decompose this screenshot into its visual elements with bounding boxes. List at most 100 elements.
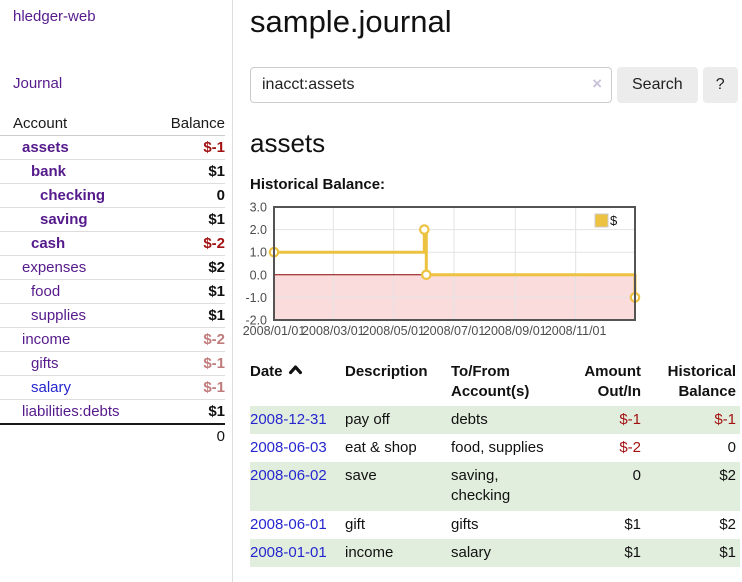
page-title: sample.journal (250, 4, 452, 39)
account-link[interactable]: bank (31, 163, 67, 180)
account-row: saving $1 (0, 208, 225, 232)
account-row: bank $1 (0, 160, 225, 184)
accounts-total-row: 0 (0, 424, 225, 448)
account-row: liabilities:debts $1 (0, 400, 225, 425)
account-link[interactable]: income (22, 331, 71, 348)
account-balance: $-1 (203, 355, 225, 372)
sidebar: hledger-web Journal Account Balance asse… (0, 0, 233, 582)
search-bar: × Search ? (250, 67, 742, 103)
transaction-description: gift (345, 515, 366, 533)
sidebar-item-journal[interactable]: Journal (13, 75, 63, 92)
register-row: 2008-06-01 gift gifts $1 $2 (250, 511, 740, 539)
x-axis-label: 2008/03/01 (302, 324, 365, 338)
legend-label: $ (610, 213, 618, 228)
transaction-date-link[interactable]: 2008-01-01 (250, 543, 327, 561)
amount-column-header: Amount Out/In (584, 363, 641, 401)
account-link[interactable]: assets (22, 139, 69, 156)
transaction-description: save (345, 467, 377, 484)
y-axis-label: 3.0 (250, 202, 267, 215)
brand-link[interactable]: hledger-web (13, 8, 96, 25)
transaction-accounts: debts (451, 410, 488, 428)
historical-balance-chart[interactable]: $3.0 2.0 1.0 0.0 -1.0 -2.0 2008/01/01 2008/03/0… (240, 202, 742, 343)
account-balance: $1 (208, 211, 225, 228)
chart-heading: Historical Balance: (250, 176, 386, 193)
account-column-header: Account (13, 115, 68, 132)
description-column-header: Description (345, 363, 428, 380)
account-link[interactable]: expenses (22, 259, 87, 276)
register-row: 2008-01-01 income salary $1 $1 (250, 538, 740, 567)
account-link[interactable]: checking (40, 187, 106, 204)
x-axis-label: 2008/01/01 (243, 324, 306, 338)
account-heading: assets (250, 128, 326, 158)
y-axis-label: -2.0 (245, 314, 267, 328)
transaction-accounts: salary (451, 543, 492, 561)
clear-search-icon[interactable]: × (592, 74, 602, 93)
transaction-historical-balance: $1 (719, 543, 736, 561)
register-header-row: Date Description To/From Account(s) Amou… (250, 359, 740, 406)
account-row: income $-2 (0, 328, 225, 352)
account-link[interactable]: gifts (31, 355, 59, 372)
y-axis-label: -1.0 (245, 291, 267, 305)
account-row: salary $-1 (0, 376, 225, 400)
main-content: sample.journal × Search ? assets Histori… (243, 0, 742, 567)
account-balance: $2 (208, 259, 225, 276)
x-axis-label: 2008/07/01 (423, 324, 486, 338)
transaction-amount: 0 (632, 467, 641, 484)
account-link[interactable]: salary (31, 379, 72, 396)
account-link[interactable]: saving (40, 211, 88, 228)
transaction-date-link[interactable]: 2008-06-03 (250, 438, 327, 456)
y-axis-label: 1.0 (250, 246, 267, 260)
account-row: cash $-2 (0, 232, 225, 256)
account-link[interactable]: liabilities:debts (22, 403, 120, 420)
account-row: expenses $2 (0, 256, 225, 280)
data-point-marker (421, 269, 432, 281)
x-axis-label: 2008/09/01 (484, 324, 547, 338)
account-balance: $-1 (203, 139, 225, 156)
register-row: 2008-06-03 eat & shop food, supplies $-2 0 (250, 434, 740, 462)
account-row: checking 0 (0, 184, 225, 208)
transaction-description: income (345, 543, 394, 561)
transaction-date-link[interactable]: 2008-12-31 (250, 410, 327, 428)
account-link[interactable]: food (31, 283, 61, 300)
transaction-historical-balance: $2 (719, 515, 736, 533)
transaction-historical-balance: $2 (719, 467, 736, 484)
transaction-date-link[interactable]: 2008-06-02 (250, 467, 327, 484)
transaction-description: pay off (345, 410, 390, 428)
search-button[interactable]: Search (617, 67, 698, 103)
account-balance: $1 (208, 403, 225, 420)
accounts-total-balance: 0 (216, 428, 225, 445)
account-balance: $1 (208, 283, 225, 300)
data-point-marker (419, 224, 430, 235)
accounts-table: Account Balance assets $-1 bank $1 checking 0… (0, 112, 225, 448)
transaction-accounts: gifts (451, 515, 479, 533)
account-balance: $1 (208, 307, 225, 324)
sort-by-date-link[interactable]: Date (250, 363, 303, 380)
accounts-table-header-row: Account Balance (0, 112, 225, 136)
transaction-amount: $-1 (619, 410, 641, 428)
date-column-header: Date (250, 359, 345, 406)
plot-border (273, 206, 636, 321)
account-link[interactable]: cash (31, 235, 66, 252)
accounts-column-header: To/From Account(s) (451, 363, 530, 401)
legend-swatch (594, 213, 609, 228)
sort-ascending-icon (288, 365, 302, 375)
account-row: gifts $-1 (0, 352, 225, 376)
transaction-accounts: food, supplies (451, 438, 544, 456)
transaction-description: eat & shop (345, 438, 417, 456)
transaction-accounts: saving, checking (451, 467, 511, 505)
balance-column-header: Balance (170, 115, 225, 132)
register-table: Date Description To/From Account(s) Amou… (250, 359, 740, 567)
help-button[interactable]: ? (702, 67, 738, 103)
x-axis-label: 2008/11/01 (545, 324, 607, 338)
transaction-historical-balance: 0 (727, 438, 736, 456)
chart-canvas[interactable]: $3.0 2.0 1.0 0.0 -1.0 -2.02008/01/012008/03/0… (240, 202, 644, 343)
account-balance: $-2 (203, 235, 225, 252)
transaction-date-link[interactable]: 2008-06-01 (250, 515, 327, 533)
account-row: food $1 (0, 280, 225, 304)
account-balance: $-1 (203, 379, 225, 396)
historical-balance-column-header: Historical Balance (667, 363, 736, 401)
register-row: 2008-12-31 pay off debts $-1 $-1 (250, 405, 740, 434)
account-link[interactable]: supplies (31, 307, 87, 324)
x-axis-label: 2008/05/01 (362, 324, 425, 338)
search-input[interactable] (250, 67, 612, 103)
